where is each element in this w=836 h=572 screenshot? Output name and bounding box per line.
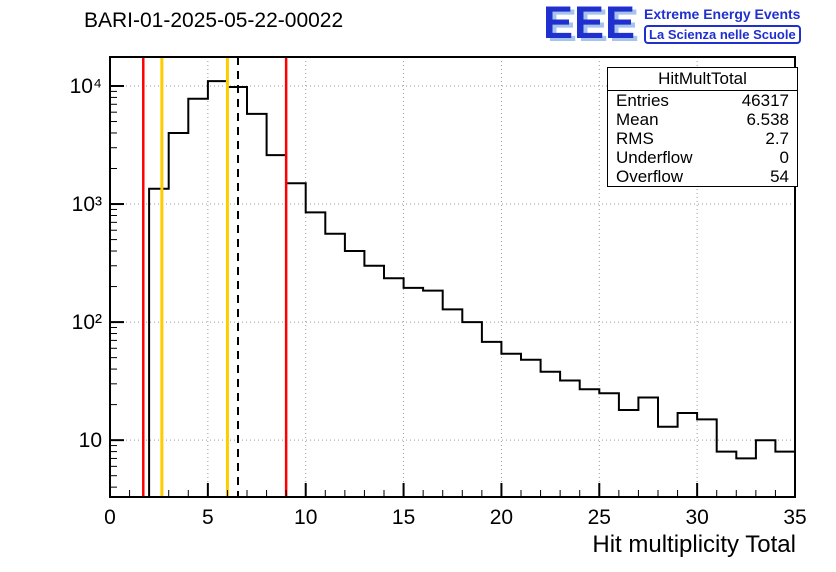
stats-value: 54 (770, 167, 789, 186)
stats-row-mean: Mean 6.538 (608, 110, 797, 129)
x-tick-label: 20 (490, 506, 513, 529)
y-tick-label: 10³ (72, 193, 102, 216)
stats-value: 0 (779, 148, 789, 167)
stats-label: Overflow (616, 167, 684, 186)
plot-frame (109, 56, 796, 498)
x-tick-label: 25 (588, 506, 611, 529)
x-tick-label: 35 (783, 506, 806, 529)
stats-row-overflow: Overflow 54 (608, 167, 797, 186)
x-tick-label: 30 (685, 506, 708, 529)
stats-label: Mean (616, 110, 659, 129)
x-axis-label: Hit multiplicity Total (592, 531, 796, 558)
stats-value: 6.538 (746, 110, 789, 129)
x-tick-label: 5 (202, 506, 214, 529)
stats-row-underflow: Underflow 0 (608, 148, 797, 167)
stats-box-rows: Entries 46317 Mean 6.538 RMS 2.7 Underflow 0 Ove… (608, 91, 797, 186)
stats-label: Underflow (616, 148, 693, 167)
eee-logo: EEE Extreme Energy Events La Scienza nel… (543, 0, 801, 48)
x-tick-label: 15 (392, 506, 415, 529)
plot-title: BARI-01-2025-05-22-00022 (84, 9, 344, 32)
eee-logo-text: Extreme Energy Events La Scienza nelle S… (644, 2, 801, 44)
stats-row-rms: RMS 2.7 (608, 129, 797, 148)
eee-logo-line2: La Scienza nelle Scuole (644, 25, 801, 44)
stats-row-entries: Entries 46317 (608, 91, 797, 110)
eee-logo-acronym: EEE (543, 0, 637, 48)
stats-value: 2.7 (765, 129, 789, 148)
stats-value: 46317 (741, 91, 789, 110)
stats-label: RMS (616, 129, 654, 148)
y-tick-label: 10⁴ (70, 75, 102, 98)
stats-box: HitMultTotal Entries 46317 Mean 6.538 RMS 2.7… (607, 67, 798, 187)
y-tick-label: 10 (79, 429, 102, 452)
stats-label: Entries (616, 91, 669, 110)
y-tick-label: 10² (72, 311, 102, 334)
x-tick-label: 0 (104, 506, 116, 529)
x-tick-label: 10 (294, 506, 317, 529)
eee-logo-line1: Extreme Energy Events (644, 6, 801, 22)
stats-box-title: HitMultTotal (608, 68, 797, 91)
